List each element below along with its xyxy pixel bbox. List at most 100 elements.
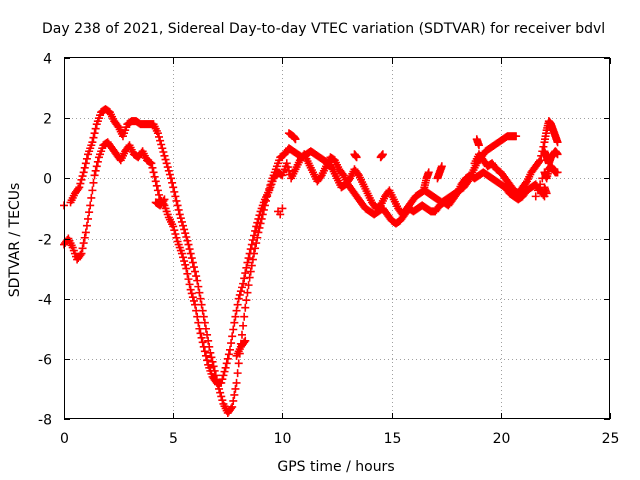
data-point-main <box>208 357 217 366</box>
data-point-main <box>186 249 195 258</box>
data-point-main <box>155 132 164 141</box>
y-tick-label: 4 <box>43 52 52 68</box>
data-point-secondary <box>179 253 188 262</box>
data-point-secondary <box>220 367 229 376</box>
data-point-main <box>88 138 97 147</box>
data-point-main <box>209 362 218 371</box>
data-point-secondary <box>234 294 243 303</box>
data-point-secondary <box>192 306 201 315</box>
data-point-late <box>535 157 544 166</box>
data-point-main <box>180 225 189 234</box>
data-point-secondary <box>218 375 227 384</box>
data-point-secondary <box>255 211 264 220</box>
data-point-main <box>158 144 167 153</box>
y-tick-labels: -8 -6 -4 -2 0 2 4 <box>38 52 52 429</box>
data-point-secondary <box>243 258 252 267</box>
data-point-main <box>183 236 192 245</box>
data-point-secondary <box>181 260 190 269</box>
data-point-main <box>90 129 99 138</box>
data-point-secondary <box>224 350 233 359</box>
data-point-secondary <box>232 306 241 315</box>
data-point-secondary <box>196 329 205 338</box>
data-point-secondary <box>184 275 193 284</box>
data-point-secondary <box>282 159 291 168</box>
data-point-secondary <box>200 347 209 356</box>
data-point-secondary <box>151 177 160 186</box>
data-point-secondary <box>203 356 212 365</box>
data-point-secondary <box>189 296 198 305</box>
data-point-secondary <box>169 222 178 231</box>
data-point-secondary <box>221 363 230 372</box>
data-point-secondary <box>188 293 197 302</box>
data-point-main <box>227 404 236 413</box>
data-point-main <box>234 359 243 368</box>
data-point-main <box>242 296 251 305</box>
data-point-secondary <box>195 324 204 333</box>
axis-ticks <box>64 58 611 420</box>
x-tick-label: 15 <box>384 431 402 447</box>
data-point-main <box>240 312 249 321</box>
data-point-secondary <box>86 201 95 210</box>
data-point-main <box>164 166 173 175</box>
data-point-late <box>553 168 562 177</box>
data-point-late <box>553 138 562 147</box>
data-point-secondary <box>228 332 237 341</box>
data-point-main <box>246 267 255 276</box>
data-point-secondary <box>193 312 202 321</box>
data-point-secondary <box>93 157 102 166</box>
data-point-scattered <box>240 338 249 347</box>
data-point-main <box>191 267 200 276</box>
data-point-secondary <box>92 162 101 171</box>
data-point-main <box>156 136 165 145</box>
data-point-main <box>184 240 193 249</box>
data-point-main <box>244 281 253 290</box>
data-point-late <box>538 174 547 183</box>
data-point-secondary <box>199 342 208 351</box>
data-point-main <box>247 261 256 270</box>
data-point-secondary <box>152 181 161 190</box>
data-point-main <box>170 187 179 196</box>
data-point-secondary <box>237 283 246 292</box>
data-point-secondary <box>198 338 207 347</box>
data-point-secondary <box>84 214 93 223</box>
data-point-main <box>172 196 181 205</box>
data-point-secondary <box>91 166 100 175</box>
data-point-main <box>77 175 86 184</box>
data-point-scattered <box>378 150 387 159</box>
data-point-main <box>179 221 188 230</box>
data-point-secondary <box>236 287 245 296</box>
data-point-secondary <box>89 178 98 187</box>
data-point-secondary <box>250 231 259 240</box>
chart-title: Day 238 of 2021, Sidereal Day-to-day VTE… <box>42 21 605 37</box>
y-axis-label: SDTVAR / TECUs <box>7 183 23 298</box>
data-point-secondary <box>217 378 226 387</box>
data-point-secondary <box>170 226 179 235</box>
data-point-main <box>177 217 186 226</box>
data-point-main <box>187 254 196 263</box>
data-point-main <box>233 369 242 378</box>
y-tick-label: 2 <box>43 112 52 128</box>
data-point-scattered <box>159 196 168 205</box>
data-point-scattered <box>160 195 169 204</box>
data-point-secondary <box>222 359 231 368</box>
data-point-late <box>536 180 545 189</box>
data-point-main <box>228 402 237 411</box>
data-point-secondary <box>246 245 255 254</box>
data-point-main <box>217 392 226 401</box>
data-point-main <box>193 276 202 285</box>
data-point-main <box>74 184 83 193</box>
data-point-late <box>553 150 562 159</box>
data-point-main <box>80 163 89 172</box>
data-point-secondary <box>155 190 164 199</box>
data-point-secondary <box>197 333 206 342</box>
data-point-secondary <box>247 240 256 249</box>
data-point-secondary <box>180 257 189 266</box>
data-point-main <box>153 129 162 138</box>
data-point-secondary <box>77 249 86 258</box>
data-point-main <box>194 282 203 291</box>
data-point-main <box>161 155 170 164</box>
data-point-scattered <box>424 168 433 177</box>
data-point-main <box>216 388 225 397</box>
data-point-main <box>176 214 185 223</box>
